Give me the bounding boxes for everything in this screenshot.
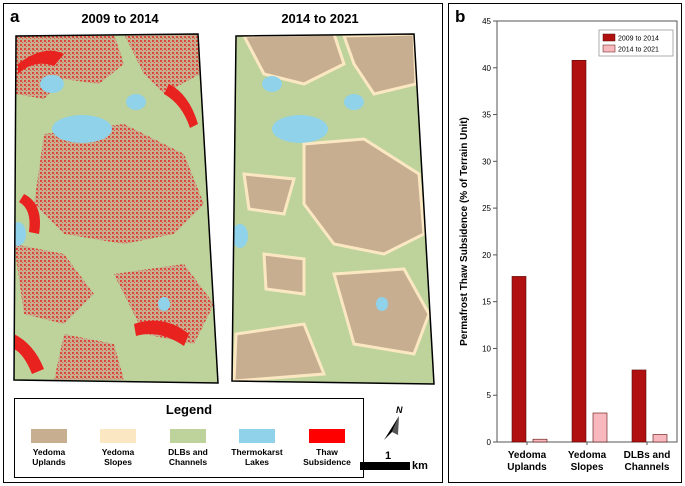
x-tick-label: DLBs and [624, 450, 671, 461]
legend-swatch [309, 429, 345, 443]
legend-item-dlbs-channels: DLBs and Channels [148, 429, 228, 467]
y-axis-label: Permafrost Thaw Subsidence (% of Terrain… [459, 117, 470, 346]
y-tick-label: 0 [487, 438, 492, 447]
legend-item-thaw-subsidence: Thaw Subsidence [287, 429, 367, 467]
legend-title: Legend [165, 402, 213, 417]
legend-swatch [239, 429, 275, 443]
y-tick-label: 40 [482, 64, 491, 73]
x-tick-label: Channels [624, 462, 669, 473]
panel-a: a 2009 to 2014 2014 to 2021 [3, 3, 443, 483]
legend-label: DLBs and Channels [168, 447, 208, 467]
panel-a-letter: a [10, 7, 20, 26]
legend-item-yedoma-slopes: Yedoma Slopes [78, 429, 158, 467]
north-arrow-icon: N [384, 405, 403, 440]
y-tick-label: 45 [482, 17, 491, 26]
map-title-2009-2014: 2009 to 2014 [81, 11, 159, 26]
map-title-2014-2021: 2014 to 2021 [281, 11, 359, 26]
y-tick-label: 5 [487, 391, 492, 400]
north-label: N [396, 405, 403, 415]
legend-label: Thaw Subsidence [303, 447, 351, 467]
panel-b: b 0 5 10 15 20 25 30 35 40 45 Permafrost Thaw Subs… [448, 3, 682, 483]
legend-swatch [602, 33, 616, 42]
x-tick-label: Uplands [507, 462, 547, 473]
scale-value: 1 [385, 450, 392, 462]
bar-chart: 0 5 10 15 20 25 30 35 40 45 Permafrost Thaw Subsid… [459, 17, 678, 473]
bar-2009-2014 [511, 276, 527, 443]
legend-swatch [31, 429, 67, 443]
y-tick-label: 25 [482, 204, 491, 213]
x-tick-label: Slopes [571, 462, 604, 473]
scale-unit: km [412, 460, 428, 472]
legend-swatch [170, 429, 206, 443]
bar-2014-2021 [592, 412, 608, 443]
x-tick-label: Yedoma [508, 450, 547, 461]
legend-label: 2009 to 2014 [618, 36, 659, 43]
legend-item-thermokarst-lakes: Thermokarst Lakes [217, 429, 297, 467]
y-tick-label: 10 [482, 344, 491, 353]
scale-bar [360, 462, 410, 470]
x-tick-label: Yedoma [568, 450, 607, 461]
legend-swatch [100, 429, 136, 443]
panel-b-letter: b [455, 7, 466, 26]
legend: Legend Yedoma Uplands Yedoma Slopes DLBs… [14, 398, 364, 478]
y-tick-label: 30 [482, 157, 491, 166]
legend-swatch [602, 44, 616, 53]
y-tick-label: 35 [482, 111, 491, 120]
legend-label: Thermokarst Lakes [231, 447, 283, 467]
map-2009-2014 [13, 33, 435, 385]
y-tick-label: 15 [482, 298, 491, 307]
bar-2009-2014 [631, 369, 647, 443]
legend-label: Yedoma Uplands [32, 447, 66, 467]
bar-2009-2014 [571, 59, 587, 443]
legend-label: Yedoma Slopes [101, 447, 135, 467]
legend-item-yedoma-uplands: Yedoma Uplands [9, 429, 89, 467]
y-tick-label: 20 [482, 251, 491, 260]
legend-label: 2014 to 2021 [618, 47, 659, 54]
bar-2014-2021 [652, 434, 668, 443]
bar-2014-2021 [532, 438, 548, 443]
